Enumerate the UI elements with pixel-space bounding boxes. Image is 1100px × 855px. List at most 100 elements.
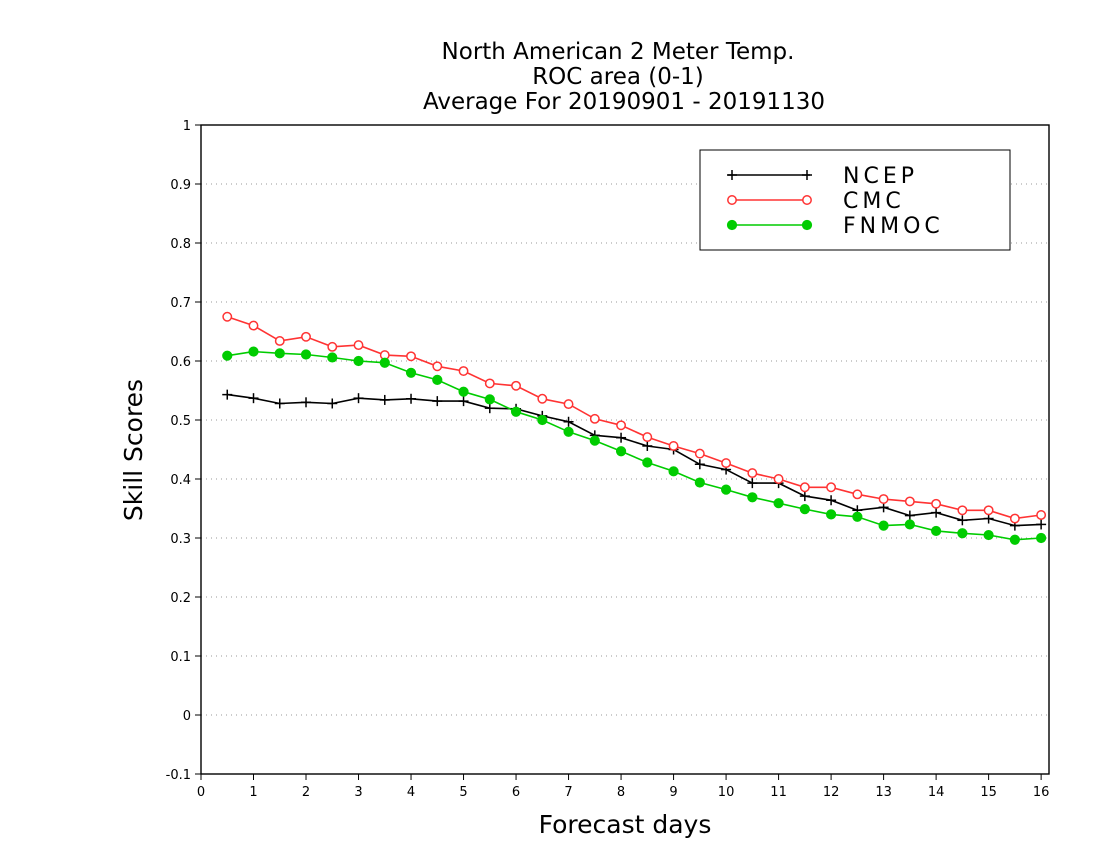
data-point-ncep [327, 398, 338, 409]
data-point-cmc [931, 498, 942, 509]
legend-entry-cmc: CMC [727, 189, 905, 214]
data-point-fnmoc [642, 457, 653, 468]
data-point-cmc [694, 448, 705, 459]
x-tick-label: 10 [718, 785, 735, 800]
data-point-fnmoc [852, 511, 863, 522]
x-tick-label: 9 [669, 785, 677, 800]
data-point-fnmoc [957, 528, 968, 539]
data-point-ncep [379, 394, 390, 405]
y-tick-label: 0 [183, 709, 191, 724]
x-tick-label: 4 [407, 785, 415, 800]
x-tick-label: 14 [928, 785, 945, 800]
data-point-cmc [957, 505, 968, 516]
legend-marker-fnmoc [801, 219, 813, 231]
legend-entry-fnmoc: FNMOC [726, 214, 940, 239]
series-line-ncep [227, 393, 1042, 527]
data-point-ncep [799, 491, 810, 502]
legend-label-ncep: NCEP [843, 164, 918, 189]
data-point-fnmoc [510, 406, 522, 417]
chart-title: North American 2 Meter Temp. ROC area (0… [423, 39, 825, 115]
data-point-cmc [668, 441, 679, 451]
x-tick-label: 15 [980, 785, 997, 800]
data-point-cmc [616, 420, 627, 431]
x-tick-label: 13 [875, 785, 892, 800]
data-point-cmc [826, 482, 837, 493]
data-point-fnmoc [773, 498, 784, 509]
data-point-fnmoc [931, 525, 942, 537]
chart-title-line-2: ROC area (0-1) [532, 64, 704, 90]
legend-marker-cmc [727, 195, 737, 205]
data-point-fnmoc [694, 477, 705, 488]
data-point-ncep [563, 416, 574, 427]
x-tick-label: 0 [197, 785, 205, 800]
tick-layer: -0.100.10.20.30.40.50.60.70.80.910 1 2 3 4 5 6… [166, 119, 1050, 800]
chart-title-line-3: Average For 20190901 - 20191130 [423, 89, 825, 115]
data-point-cmc [642, 432, 653, 443]
series-ncep [222, 389, 1047, 531]
data-point-fnmoc [1009, 534, 1020, 545]
x-tick-label: 5 [459, 785, 467, 800]
x-tick-label: 11 [770, 785, 787, 800]
data-point-fnmoc [405, 367, 417, 378]
data-point-cmc [878, 494, 889, 505]
series-line-fnmoc [227, 350, 1042, 541]
data-point-cmc [222, 311, 233, 322]
data-point-fnmoc [537, 414, 548, 426]
data-point-cmc [563, 399, 574, 410]
data-point-cmc [537, 393, 548, 404]
y-tick-label: 0.9 [170, 178, 191, 193]
data-point-cmc [484, 378, 495, 389]
data-point-ncep [484, 403, 495, 414]
y-tick-label: -0.1 [166, 768, 191, 783]
y-tick-label: 0.3 [170, 532, 191, 547]
legend-entry-ncep: NCEP [727, 164, 918, 189]
data-point-cmc [1036, 510, 1047, 520]
data-point-ncep [248, 393, 259, 404]
legend-label-cmc: CMC [843, 189, 905, 214]
legend-marker-fnmoc [726, 219, 738, 231]
data-point-ncep [1036, 519, 1047, 530]
data-point-ncep [458, 396, 469, 407]
data-point-cmc [327, 341, 338, 352]
series-layer [222, 311, 1047, 545]
data-point-fnmoc [878, 520, 889, 531]
data-point-ncep [301, 397, 312, 408]
series-cmc [222, 311, 1047, 524]
data-point-ncep [406, 393, 417, 404]
data-point-cmc [274, 335, 285, 346]
y-tick-label: 0.2 [170, 591, 191, 606]
data-point-cmc [406, 351, 416, 362]
y-tick-label: 0.5 [170, 414, 191, 429]
data-point-fnmoc [799, 503, 810, 515]
data-point-ncep [957, 515, 968, 526]
data-point-fnmoc [668, 466, 679, 477]
y-tick-label: 0.6 [170, 355, 191, 370]
data-point-fnmoc [720, 484, 732, 495]
data-point-fnmoc [615, 446, 627, 457]
x-tick-label: 3 [354, 785, 362, 800]
y-tick-label: 0.8 [170, 237, 191, 252]
data-point-cmc [747, 468, 758, 479]
y-tick-label: 1 [183, 119, 191, 134]
data-point-ncep [694, 459, 705, 470]
data-point-cmc [721, 458, 732, 469]
legend-marker-ncep [727, 170, 737, 180]
data-point-fnmoc [274, 348, 285, 359]
x-tick-label: 1 [249, 785, 257, 800]
data-point-cmc [353, 340, 364, 351]
data-point-fnmoc [825, 509, 837, 520]
y-tick-label: 0.4 [170, 473, 191, 488]
y-tick-label: 0.7 [170, 296, 191, 311]
data-point-cmc [852, 489, 863, 500]
series-fnmoc [222, 346, 1047, 545]
x-axis-label: Forecast days [539, 810, 712, 839]
x-tick-label: 8 [617, 785, 625, 800]
data-point-cmc [799, 482, 810, 493]
data-point-cmc [248, 320, 259, 331]
y-tick-label: 0.1 [170, 650, 191, 665]
x-tick-label: 7 [564, 785, 572, 800]
data-point-cmc [983, 505, 994, 516]
data-point-fnmoc [327, 352, 338, 363]
